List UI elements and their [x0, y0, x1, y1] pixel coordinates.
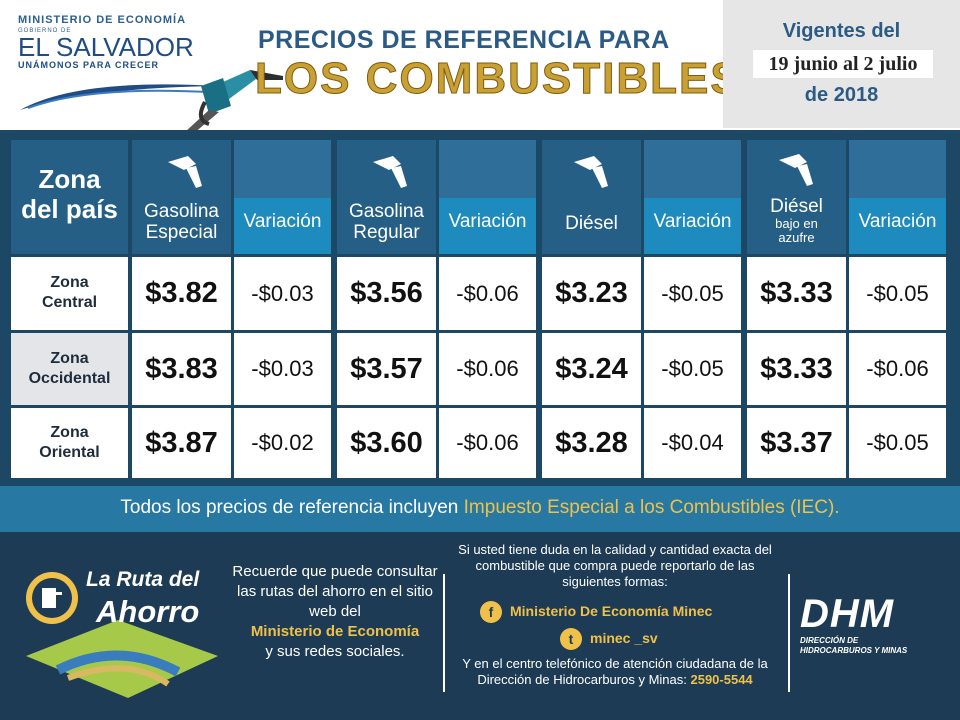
tax-note-highlight: Impuesto Especial a los Combustibles (IE… — [463, 497, 840, 518]
price-cell: $3.37 — [747, 408, 846, 478]
variation-cell: -$0.06 — [439, 257, 536, 330]
price-cell: $3.60 — [337, 408, 436, 478]
price-cell: $3.28 — [542, 408, 641, 478]
variation-label: Variación — [439, 198, 536, 254]
government-motto: UNÁMONOS PARA CRECER — [18, 60, 160, 70]
dhm-letters: DHM — [800, 592, 895, 636]
ruta-logo-line-1: La Ruta del — [86, 568, 200, 591]
fuel-name: Gasolina Regular — [349, 201, 424, 243]
government-logo: MINISTERIO DE ECONOMÍA GOBIERNO DE EL SA… — [18, 14, 218, 114]
tax-note-bar: Todos los precios de referencia incluyen… — [0, 486, 960, 532]
validity-box: Vigentes del 19 junio al 2 julio de 2018 — [723, 0, 960, 128]
fuel-name: Diésel — [565, 213, 618, 234]
ruta-ministry-highlight: Ministerio de Economía — [250, 623, 420, 640]
header: MINISTERIO DE ECONOMÍA GOBIERNO DE EL SA… — [0, 0, 960, 134]
price-cell: $3.24 — [542, 333, 641, 405]
country-name: EL SALVADOR — [18, 32, 194, 62]
fuel-header-gasolina-regular: Gasolina Regular — [337, 140, 436, 254]
variation-cell: -$0.05 — [849, 408, 946, 478]
ministry-name: MINISTERIO DE ECONOMÍA — [18, 14, 187, 26]
fuel-name: Gasolina Especial — [144, 201, 219, 243]
variation-header-spacer — [439, 140, 536, 198]
zone-cell-occidental: Zona Occidental — [11, 333, 128, 405]
variation-header-spacer — [849, 140, 946, 198]
ruta-logo-line-2: Ahorro — [96, 594, 200, 629]
fuel-nozzle-icon — [373, 156, 407, 188]
phone-number: 2590-5544 — [690, 672, 753, 687]
dhm-logo: DHM DIRECCIÓN DE HIDROCARBUROS Y MINAS — [800, 594, 950, 664]
ruta-del-ahorro-logo: La Ruta del Ahorro — [18, 560, 223, 700]
fuel-nozzle-icon — [574, 156, 608, 188]
price-cell: $3.57 — [337, 333, 436, 405]
variation-header-spacer — [234, 140, 331, 198]
variation-label: Variación — [849, 198, 946, 254]
variation-cell: -$0.03 — [234, 257, 331, 330]
price-cell: $3.33 — [747, 333, 846, 405]
variation-cell: -$0.06 — [849, 333, 946, 405]
title-line-1: PRECIOS DE REFERENCIA PARA — [258, 26, 670, 54]
dhm-subtitle: DIRECCIÓN DE HIDROCARBUROS Y MINAS — [800, 636, 908, 655]
validity-dates: 19 junio al 2 julio — [753, 50, 933, 78]
variation-cell: -$0.06 — [439, 408, 536, 478]
fuel-nozzle-icon — [185, 70, 283, 134]
fuel-header-diesel-bajo-azufre: Diésel bajo en azufre — [747, 140, 846, 254]
facebook-contact[interactable]: f Ministerio De Economía Minec — [480, 600, 760, 624]
twitter-contact[interactable]: t minec _sv — [560, 626, 740, 651]
gobierno-label: GOBIERNO DE — [18, 28, 72, 34]
price-cell: $3.87 — [132, 408, 231, 478]
fuel-name: Diésel bajo en azufre — [770, 196, 823, 245]
price-cell: $3.23 — [542, 257, 641, 330]
variation-cell: -$0.05 — [644, 333, 741, 405]
price-cell: $3.83 — [132, 333, 231, 405]
zone-header-line-2: del país — [21, 194, 118, 224]
price-cell: $3.33 — [747, 257, 846, 330]
variation-cell: -$0.04 — [644, 408, 741, 478]
zone-cell-oriental: Zona Oriental — [11, 408, 128, 478]
zone-header-line-1: Zona — [38, 164, 101, 194]
fuel-header-diesel: Diésel — [542, 140, 641, 254]
variation-label: Variación — [234, 198, 331, 254]
phone-contact: Y en el centro telefónico de atención ci… — [462, 656, 768, 687]
variation-cell: -$0.06 — [439, 333, 536, 405]
divider — [788, 574, 790, 692]
fuel-nozzle-icon — [168, 156, 202, 188]
ruta-reminder: Recuerde que puede consultar las rutas d… — [230, 562, 440, 662]
tax-note: Todos los precios de referencia incluyen… — [120, 497, 840, 518]
price-cell: $3.56 — [337, 257, 436, 330]
contact-instructions: Si usted tiene duda en la calidad y cant… — [458, 542, 772, 589]
twitter-icon: t — [560, 628, 582, 651]
footer: La Ruta del Ahorro Recuerde que puede co… — [0, 532, 960, 720]
variation-label: Variación — [644, 198, 741, 254]
divider — [443, 574, 445, 692]
ruta-del-ahorro-icon — [26, 572, 218, 698]
validity-label: Vigentes del — [782, 20, 901, 42]
variation-cell: -$0.02 — [234, 408, 331, 478]
zone-column-header: Zona del país — [11, 140, 128, 254]
fuel-nozzle-icon — [779, 154, 813, 186]
price-cell: $3.82 — [132, 257, 231, 330]
zone-cell-central: Zona Central — [11, 257, 128, 330]
variation-cell: -$0.03 — [234, 333, 331, 405]
title-line-2: LOS COMBUSTIBLES — [255, 54, 742, 104]
variation-header-spacer — [644, 140, 741, 198]
variation-cell: -$0.05 — [644, 257, 741, 330]
validity-year: de 2018 — [804, 84, 879, 106]
fuel-header-gasolina-especial: Gasolina Especial — [132, 140, 231, 254]
variation-cell: -$0.05 — [849, 257, 946, 330]
facebook-icon: f — [480, 601, 502, 624]
logo-swoosh-icon — [20, 84, 216, 110]
